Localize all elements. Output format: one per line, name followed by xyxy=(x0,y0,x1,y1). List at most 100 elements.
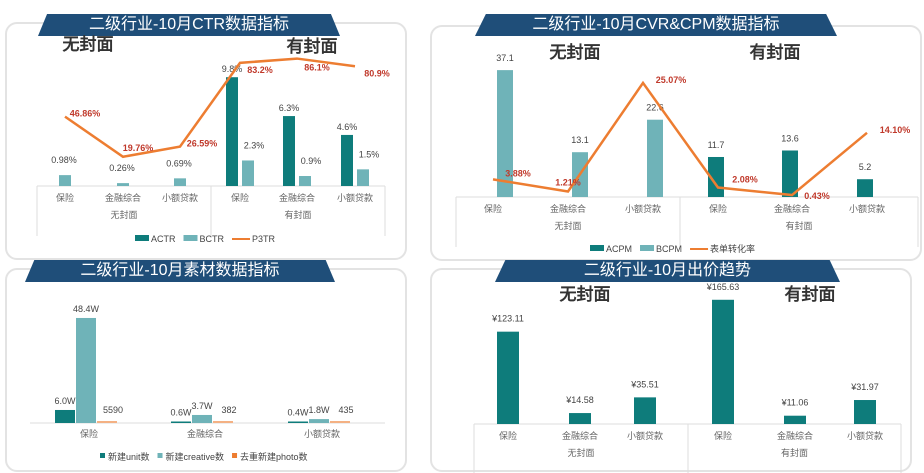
x-tick-label: 保险 xyxy=(56,192,74,203)
p3tr-line xyxy=(64,57,356,159)
ctr-title: 二级行业-10月CTR数据指标 xyxy=(38,14,340,36)
bctr-bar xyxy=(117,183,129,186)
legend-label: BCTR xyxy=(200,234,225,244)
acpm-label: 11.7 xyxy=(708,140,725,150)
x-tick-label: 金融综合 xyxy=(777,430,813,441)
x-tick-label: 小额贷款 xyxy=(625,203,661,214)
bctr-bar xyxy=(59,175,71,186)
x-tick-label: 小额贷款 xyxy=(304,428,340,439)
x-tick-label: 小额贷款 xyxy=(627,430,663,441)
x-tick-label: 小额贷款 xyxy=(847,430,883,441)
x-tick-label: 金融综合 xyxy=(774,203,810,214)
bid-label: ¥14.58 xyxy=(565,395,594,405)
group-label: 有封面 xyxy=(284,209,311,220)
section-title-cover: 有封面 xyxy=(785,284,836,304)
material-bar xyxy=(55,409,75,423)
material-label: 48.4W xyxy=(73,304,100,314)
material-bar xyxy=(213,421,233,423)
material-label: 6.0W xyxy=(54,396,76,406)
x-tick-label: 保险 xyxy=(484,203,502,214)
group-label: 无封面 xyxy=(567,447,594,458)
section-title-no-cover: 无封面 xyxy=(62,34,114,54)
material-bar xyxy=(97,421,117,423)
p3tr-label: 46.86% xyxy=(70,109,101,119)
bid-bar xyxy=(569,413,591,424)
bid-bar xyxy=(712,299,734,424)
cvr-title-text: 二级行业-10月CVR&CPM数据指标 xyxy=(532,16,780,33)
section-title-cover: 有封面 xyxy=(750,42,801,62)
p3tr-label: 19.76% xyxy=(123,143,154,153)
bid-title: 二级行业-10月出价趋势 xyxy=(495,260,840,282)
x-tick-label: 保险 xyxy=(499,430,517,441)
bctr-label: 0.9% xyxy=(301,156,322,166)
legend-label: 去重新建photo数 xyxy=(240,451,308,462)
bctr-label: 2.3% xyxy=(244,140,265,150)
actr-label: 6.3% xyxy=(279,103,300,113)
material-label: 5590 xyxy=(103,405,123,415)
conversion-label: 0.43% xyxy=(804,191,830,201)
conversion-label: 14.10% xyxy=(880,125,911,135)
bid-bar xyxy=(784,415,806,424)
legend-swatch xyxy=(135,235,149,241)
ctr-panel xyxy=(5,22,407,260)
legend-swatch xyxy=(100,453,105,458)
bid-bar xyxy=(497,331,519,424)
material-panel xyxy=(5,268,407,472)
bid-bar xyxy=(634,397,656,424)
legend-swatch xyxy=(590,245,604,251)
material-label: 3.7W xyxy=(191,401,213,411)
bctr-label: 0.98% xyxy=(51,155,77,165)
cvr-title: 二级行业-10月CVR&CPM数据指标 xyxy=(475,14,837,36)
conversion-label: 1.21% xyxy=(555,177,581,187)
material-bar xyxy=(192,414,212,423)
bctr-bar xyxy=(174,178,186,186)
material-bar xyxy=(76,317,96,423)
bctr-label: 0.26% xyxy=(109,163,135,173)
bctr-bar xyxy=(357,169,369,186)
ctr-title-text: 二级行业-10月CTR数据指标 xyxy=(88,16,289,33)
material-label: 0.4W xyxy=(287,408,309,418)
legend-label: 新建unit数 xyxy=(108,451,150,462)
p3tr-label: 83.2% xyxy=(247,65,273,75)
acpm-label: 13.6 xyxy=(781,133,799,143)
legend-swatch xyxy=(157,453,163,458)
actr-bar xyxy=(226,77,238,186)
actr-label: 4.6% xyxy=(337,122,358,132)
actr-label: 9.8% xyxy=(222,64,243,74)
bctr-label: 1.5% xyxy=(359,149,380,159)
material-title-text: 二级行业-10月素材数据指标 xyxy=(80,262,280,279)
group-label: 无封面 xyxy=(554,220,581,231)
bid-title-text: 二级行业-10月出价趋势 xyxy=(583,262,752,279)
legend-label: ACTR xyxy=(151,234,176,244)
group-label: 有封面 xyxy=(781,447,808,458)
section-title-no-cover: 无封面 xyxy=(549,42,601,62)
material-label: 1.8W xyxy=(308,405,330,415)
p3tr-label: 80.9% xyxy=(364,68,390,78)
material-bar xyxy=(288,421,308,423)
material-label: 0.6W xyxy=(170,408,192,418)
legend-label: BCPM xyxy=(656,244,682,254)
bcpm-label: 37.1 xyxy=(496,53,514,63)
x-tick-label: 小额贷款 xyxy=(162,192,198,203)
legend-label: P3TR xyxy=(252,234,276,244)
legend-swatch xyxy=(232,453,238,458)
x-tick-label: 金融综合 xyxy=(562,430,598,441)
legend-swatch xyxy=(640,245,655,251)
x-tick-label: 小额贷款 xyxy=(849,203,885,214)
material-title: 二级行业-10月素材数据指标 xyxy=(25,260,335,282)
conversion-line xyxy=(492,80,868,197)
section-title-no-cover: 无封面 xyxy=(559,284,611,304)
bcpm-bar xyxy=(497,70,513,197)
x-tick-label: 金融综合 xyxy=(105,192,141,203)
x-tick-label: 保险 xyxy=(231,192,249,203)
legend-label: ACPM xyxy=(606,244,632,254)
bid-label: ¥123.11 xyxy=(491,314,524,324)
conversion-label: 3.88% xyxy=(505,168,531,178)
material-bar xyxy=(309,419,329,423)
bctr-bar xyxy=(242,160,254,186)
x-tick-label: 金融综合 xyxy=(550,203,586,214)
material-label: 382 xyxy=(221,405,236,415)
x-tick-label: 保险 xyxy=(80,428,98,439)
actr-bar xyxy=(341,134,353,186)
acpm-bar xyxy=(857,179,873,197)
